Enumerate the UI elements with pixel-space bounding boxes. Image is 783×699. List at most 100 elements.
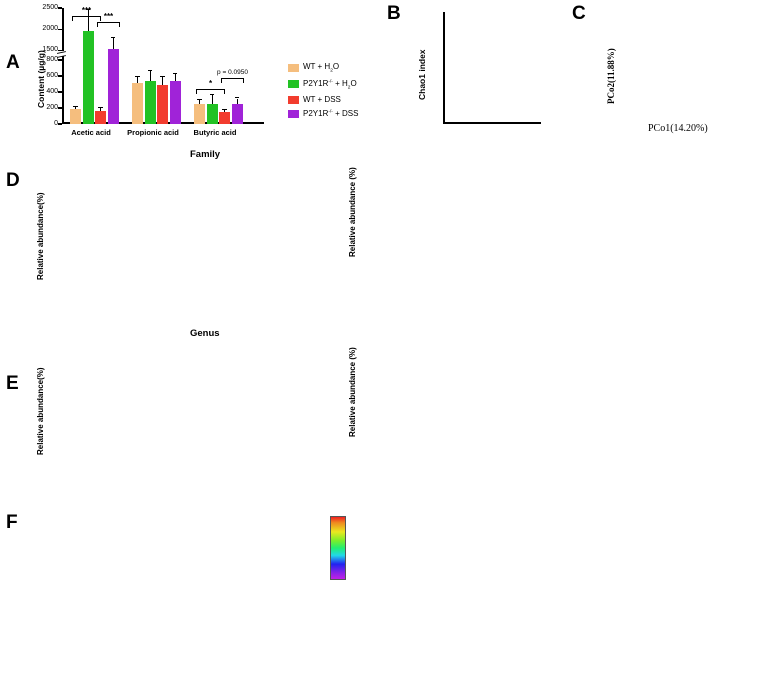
error-cap — [160, 75, 165, 77]
error-bar — [162, 76, 163, 85]
error-bar — [87, 9, 89, 31]
error-cap — [135, 75, 140, 77]
panel-a: A Content (µg/g) 0 200 400 600 800 1500 2000 25… — [0, 0, 390, 145]
error-cap — [98, 107, 103, 109]
panel-f-colorbar — [330, 516, 346, 580]
panel-d-stacked-plot — [52, 151, 180, 261]
bar — [194, 104, 205, 124]
legend-item: P2Y1R-/- + H2O — [288, 79, 358, 90]
panel-d-legend-title: Family — [190, 149, 221, 160]
y-axis-line — [443, 12, 445, 124]
bar — [157, 84, 168, 124]
panel-e-grouped-plot — [372, 335, 772, 453]
error-bar — [211, 95, 213, 105]
panel-b-label: B — [387, 3, 401, 24]
panel-c-xlabel: PCo1(14.20%) — [648, 123, 708, 134]
legend-swatch — [288, 63, 299, 72]
legend-label: WT + DSS — [303, 95, 341, 105]
bar — [70, 108, 81, 124]
panel-d: D Relative abundance(%) Family Relative … — [0, 145, 783, 320]
panel-d-grouped-plot — [372, 149, 772, 274]
significance-bar — [196, 89, 225, 95]
bar — [107, 48, 119, 124]
bar — [219, 112, 230, 124]
error-bar — [75, 106, 76, 109]
panel-e: E Relative abundance(%) Genus Relative a… — [0, 325, 783, 500]
y-tick-label: 0 — [54, 119, 58, 127]
y-tick — [58, 107, 62, 109]
panel-d-grouped-ylabel: Relative abundance (%) — [348, 167, 357, 257]
y-tick — [58, 75, 62, 77]
error-cap — [85, 8, 91, 10]
legend-item: P2Y1R-/- + DSS — [288, 109, 358, 118]
category-label: Butyric acid — [193, 128, 237, 137]
legend-item: WT + H2O — [288, 62, 358, 74]
panel-f-label: F — [6, 512, 18, 533]
panel-d-label: D — [6, 170, 20, 191]
x-axis-line — [443, 122, 541, 124]
error-cap — [197, 99, 202, 101]
legend-swatch — [288, 95, 299, 104]
axis-break — [58, 51, 68, 57]
legend-label: WT + H2O — [303, 62, 340, 74]
category-label: Propionic acid — [127, 128, 179, 137]
bar — [206, 104, 218, 124]
y-tick — [58, 91, 62, 93]
error-cap — [172, 73, 178, 75]
legend-swatch — [288, 80, 299, 89]
significance-bar — [221, 77, 244, 83]
legend-item: WT + DSS — [288, 95, 358, 104]
significance-bar — [97, 21, 120, 27]
error-bar — [236, 98, 238, 105]
y-tick-label: 400 — [46, 87, 58, 95]
panel-a-legend: WT + H2O P2Y1R-/- + H2O WT + DSS P2Y1R-/… — [288, 62, 358, 119]
y-tick — [58, 7, 62, 9]
panel-c: C PCo2(11.88%) PCo1(14.20%) — [570, 0, 783, 145]
panel-e-grouped-ylabel: Relative abundance (%) — [348, 347, 357, 437]
panel-d-legend: Family — [190, 149, 310, 163]
y-tick — [58, 28, 62, 31]
panel-f: F — [0, 500, 783, 699]
panel-c-ylabel: PCo2(11.88%) — [606, 48, 616, 104]
panel-c-label: C — [572, 3, 586, 24]
panel-a-plot: 0 200 400 600 800 1500 2000 2500 Acetic acid Prop… — [42, 4, 264, 137]
y-tick-label: 2000 — [42, 24, 58, 32]
panel-b: B Chao1 index — [385, 0, 575, 145]
panel-f-heatmap — [105, 515, 315, 578]
y-tick-label: 1500 — [42, 46, 58, 54]
panel-e-label: E — [6, 373, 19, 394]
y-axis-line — [62, 8, 64, 124]
p-value-label: p = 0.0950 — [217, 68, 248, 76]
bar — [95, 110, 106, 124]
error-cap — [222, 109, 227, 111]
error-cap — [110, 37, 116, 39]
legend-label: P2Y1R-/- + DSS — [303, 109, 359, 119]
significance-stars: *** — [81, 6, 92, 16]
panel-a-label: A — [6, 52, 20, 73]
significance-bar — [72, 16, 101, 22]
panel-e-legend-title: Genus — [190, 328, 220, 339]
y-tick-label: 200 — [46, 103, 58, 111]
bar — [82, 30, 94, 124]
panel-c-plot — [625, 8, 765, 120]
legend-swatch — [288, 109, 299, 118]
panel-e-legend: Genus — [190, 328, 340, 342]
y-tick — [58, 50, 62, 52]
y-tick-label: 600 — [46, 71, 58, 79]
error-bar — [174, 74, 176, 81]
error-bar — [149, 70, 151, 82]
panel-d-ylabel: Relative abundance(%) — [36, 192, 45, 280]
panel-b-ylabel: Chao1 index — [417, 49, 427, 100]
error-bar — [112, 38, 114, 49]
y-tick — [58, 123, 62, 125]
category-label: Acetic acid — [71, 128, 111, 137]
error-cap — [209, 94, 215, 96]
significance-stars: *** — [103, 11, 114, 21]
panel-e-stacked-plot — [52, 331, 180, 439]
y-tick-label: 800 — [46, 55, 58, 63]
error-bar — [224, 110, 225, 113]
y-tick — [58, 59, 62, 61]
error-bar — [137, 76, 138, 83]
bar — [144, 81, 156, 124]
bar — [169, 80, 181, 124]
